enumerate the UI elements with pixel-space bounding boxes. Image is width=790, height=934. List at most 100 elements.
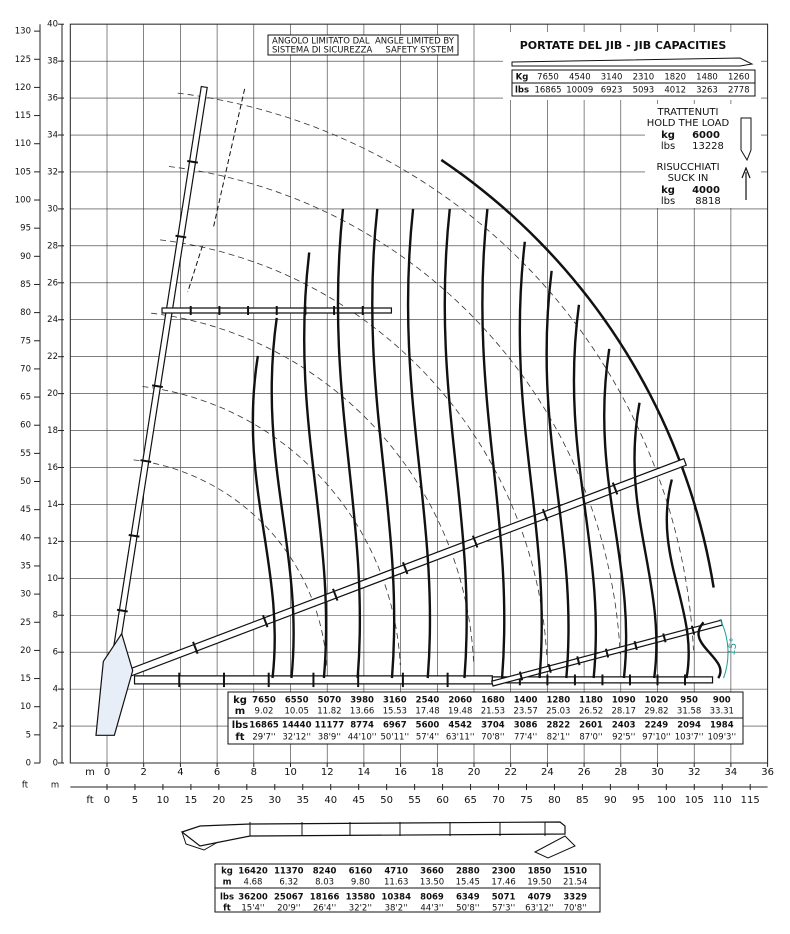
note-text: ANGLE LIMITED BY	[375, 37, 455, 47]
jib-inclined-joint	[633, 640, 638, 651]
y2-tick-label: 125	[15, 55, 31, 65]
table-cell: 6160	[349, 867, 373, 877]
y2-tick-label: 15	[20, 674, 31, 684]
y2-tick-label: 70	[20, 364, 31, 374]
x-tick-label: 0	[104, 767, 110, 778]
table-cell: 1510	[563, 867, 587, 877]
table-cell: 31.58	[677, 707, 701, 717]
x-tick-label: 32	[688, 767, 701, 778]
y2-tick-label: 75	[20, 336, 31, 346]
table-cell: 5071	[492, 893, 516, 903]
table-cell: 1400	[514, 696, 538, 706]
table-cell: 19.48	[448, 707, 472, 717]
table-cell: 16865	[534, 86, 561, 96]
load-curve	[481, 208, 506, 679]
y2-tick-label: 45	[20, 505, 31, 515]
y-tick-label: 8	[53, 611, 58, 621]
table-cell: 2778	[728, 86, 750, 96]
y-tick-label: 16	[47, 463, 58, 473]
x-tick-label: 22	[504, 767, 517, 778]
x-tick-label: 2	[141, 767, 147, 778]
table-cell: 21.53	[481, 707, 505, 717]
y2-tick-label: 10	[20, 702, 31, 712]
table-cell: 19.50	[527, 878, 551, 888]
row-label: lbs	[515, 86, 529, 96]
load-curve	[633, 402, 658, 679]
table-cell: 3704	[481, 721, 505, 731]
x-tick-label: 16	[394, 767, 407, 778]
y-tick-label: 4	[53, 685, 58, 695]
table-cell: 36200	[238, 893, 268, 903]
table-cell: 6550	[285, 696, 309, 706]
table-cell: 3263	[696, 86, 718, 96]
table-cell: 1984	[710, 721, 734, 731]
table-cell: 2249	[645, 721, 669, 731]
y2-tick-label: 35	[20, 561, 31, 571]
table-cell: 70'8''	[481, 733, 504, 743]
x2-tick-label: 90	[604, 795, 617, 806]
table-cell: 11.82	[317, 707, 341, 717]
table-cell: 16420	[238, 867, 268, 877]
angle-limit	[187, 88, 246, 293]
table-cell: 1180	[579, 696, 603, 706]
table-cell: 9.02	[255, 707, 274, 717]
table-cell: 3140	[601, 73, 623, 83]
jib-title: PORTATE DEL JIB - JIB CAPACITIES	[520, 39, 727, 52]
table-cell: 1850	[528, 867, 552, 877]
load-curve	[371, 208, 396, 679]
note-text: SAFETY SYSTEM	[385, 46, 454, 56]
table-cell: 6349	[456, 893, 480, 903]
y2-tick-label: 90	[20, 252, 31, 262]
table-cell: 5600	[416, 721, 440, 731]
x2-tick-label: 65	[464, 795, 477, 806]
y-tick-label: 2	[53, 722, 58, 732]
table-cell: 29'7''	[252, 733, 275, 743]
y-tick-label: 28	[47, 241, 58, 251]
x-tick-label: 30	[651, 767, 664, 778]
reach-arc	[133, 459, 328, 669]
x2-tick-label: 15	[185, 795, 198, 806]
table-cell: 16865	[249, 721, 279, 731]
x2-tick-label: 5	[132, 795, 138, 806]
table-cell: 23.57	[513, 707, 537, 717]
table-cell: 15.53	[383, 707, 407, 717]
y-tick-label: 30	[47, 204, 58, 214]
load-curve	[251, 355, 276, 679]
y2-tick-label: 50	[20, 477, 31, 487]
x2-tick-label: 50	[380, 795, 393, 806]
x2-tick-label: 20	[212, 795, 225, 806]
unit-label: kg	[661, 185, 675, 196]
table-cell: 950	[680, 696, 698, 706]
table-cell: 44'3''	[420, 904, 443, 914]
table-cell: 4.68	[244, 878, 263, 888]
table-cell: 8240	[313, 867, 337, 877]
table-cell: 26'4''	[313, 904, 336, 914]
boom-drawing	[180, 821, 566, 847]
x2-tick-label: 75	[520, 795, 533, 806]
table-cell: 11177	[315, 721, 345, 731]
x-tick-label: 18	[431, 767, 444, 778]
box-title: RISUCCHIATI	[656, 162, 719, 173]
angle-label: 15°	[726, 637, 740, 656]
boom-inclined-joint	[332, 588, 339, 601]
y2-tick-label: 95	[20, 224, 31, 234]
table-cell: 21.54	[563, 878, 587, 888]
table-cell: 50'8''	[456, 904, 479, 914]
x-tick-label: 8	[251, 767, 257, 778]
table-cell: 13580	[346, 893, 376, 903]
load-curve	[302, 252, 328, 679]
table-cell: 87'0''	[579, 733, 602, 743]
reach-arc	[142, 386, 401, 666]
jib-inclined-joint	[690, 625, 696, 635]
jib-inclined-joint	[662, 633, 667, 643]
note-text: ANGOLO LIMITATO DAL	[272, 37, 370, 47]
y2-tick-label: 55	[20, 449, 31, 459]
table-cell: 63'12''	[525, 904, 554, 914]
table-cell: 6923	[601, 86, 623, 96]
table-cell: 11370	[274, 867, 304, 877]
load-curve	[518, 241, 543, 679]
x2-tick-label: 85	[576, 795, 589, 806]
boom-vertical-joint	[140, 459, 152, 463]
table-cell: 13.66	[350, 707, 374, 717]
x-tick-label: 10	[284, 767, 297, 778]
